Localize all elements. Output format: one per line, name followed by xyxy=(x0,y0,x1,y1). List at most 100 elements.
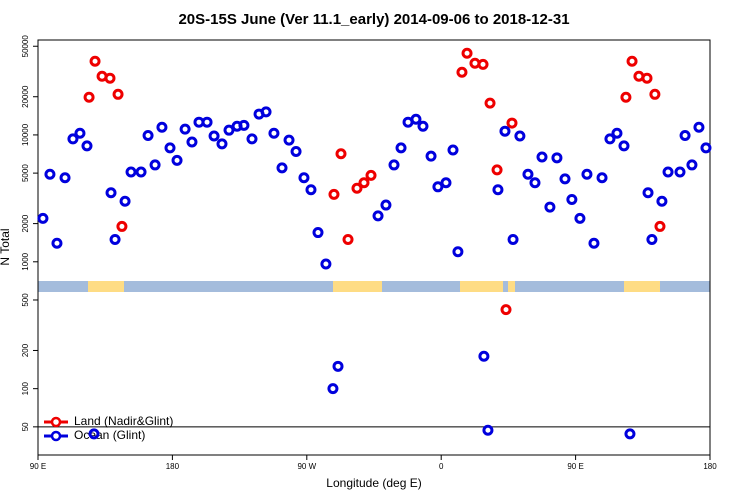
point xyxy=(208,130,220,142)
point xyxy=(305,184,317,196)
point xyxy=(171,154,183,166)
point xyxy=(395,142,407,154)
point xyxy=(83,91,95,103)
point xyxy=(654,220,666,232)
point xyxy=(662,166,674,178)
x-tick-label: 90 W xyxy=(297,462,316,471)
point xyxy=(507,233,519,245)
y-tick-label: 50 xyxy=(21,422,30,431)
point xyxy=(544,201,556,213)
point xyxy=(618,140,630,152)
point xyxy=(656,195,668,207)
point xyxy=(686,159,698,171)
point xyxy=(149,159,161,171)
point xyxy=(238,119,250,131)
point xyxy=(109,233,121,245)
y-tick-label: 1000 xyxy=(21,252,30,270)
point xyxy=(290,146,302,158)
point xyxy=(559,173,571,185)
point xyxy=(223,124,235,136)
y-tick-label: 100 xyxy=(21,381,30,395)
point xyxy=(201,116,213,128)
point xyxy=(112,88,124,100)
x-tick-label: 180 xyxy=(166,462,180,471)
point xyxy=(142,129,154,141)
y-axis-label: N Total xyxy=(0,228,12,265)
point xyxy=(674,166,686,178)
point xyxy=(581,168,593,180)
x-tick-label: 0 xyxy=(439,462,444,471)
point xyxy=(604,133,616,145)
point xyxy=(119,195,131,207)
legend-marker xyxy=(50,416,62,428)
point xyxy=(425,150,437,162)
point xyxy=(566,193,578,205)
land-band xyxy=(460,281,503,292)
point xyxy=(641,72,653,84)
point xyxy=(105,187,117,199)
point xyxy=(104,72,116,84)
y-tick-label: 5000 xyxy=(21,164,30,182)
point xyxy=(478,350,490,362)
point xyxy=(328,188,340,200)
point xyxy=(646,233,658,245)
x-axis-label: Longitude (deg E) xyxy=(326,476,421,490)
point xyxy=(332,360,344,372)
legend-marker xyxy=(50,430,62,442)
point xyxy=(522,168,534,180)
point xyxy=(276,162,288,174)
point xyxy=(246,133,258,145)
point xyxy=(179,123,191,135)
point xyxy=(216,138,228,150)
point xyxy=(588,237,600,249)
point xyxy=(125,166,137,178)
point xyxy=(551,152,563,164)
point xyxy=(477,58,489,70)
x-tick-label: 90 E xyxy=(30,462,46,471)
point xyxy=(620,91,632,103)
point xyxy=(81,140,93,152)
point xyxy=(135,166,147,178)
y-tick-label: 50000 xyxy=(21,35,30,58)
point xyxy=(358,177,370,189)
point xyxy=(164,142,176,154)
point xyxy=(447,144,459,156)
y-tick-label: 200 xyxy=(21,343,30,357)
point xyxy=(649,88,661,100)
point xyxy=(440,177,452,189)
y-tick-label: 500 xyxy=(21,293,30,307)
point xyxy=(452,246,464,258)
y-tick-label: 2000 xyxy=(21,214,30,232)
point xyxy=(626,55,638,67)
point xyxy=(417,120,429,132)
point xyxy=(514,130,526,142)
point xyxy=(298,172,310,184)
legend-label: Ocean (Glint) xyxy=(74,428,145,442)
point xyxy=(327,383,339,395)
point xyxy=(700,142,712,154)
point xyxy=(342,233,354,245)
point xyxy=(506,117,518,129)
point xyxy=(461,47,473,59)
point xyxy=(74,127,86,139)
point xyxy=(365,169,377,181)
plot-frame xyxy=(37,39,711,456)
point xyxy=(492,184,504,196)
point xyxy=(536,151,548,163)
point xyxy=(456,66,468,78)
point xyxy=(372,210,384,222)
point xyxy=(186,136,198,148)
point xyxy=(679,129,691,141)
point xyxy=(410,113,422,125)
point xyxy=(499,125,511,137)
point xyxy=(624,428,636,440)
point xyxy=(482,424,494,436)
point xyxy=(44,168,56,180)
x-tick-label: 90 E xyxy=(567,462,583,471)
legend-label: Land (Nadir&Glint) xyxy=(74,414,173,428)
point xyxy=(37,212,49,224)
point xyxy=(596,172,608,184)
point xyxy=(260,106,272,118)
surface-band xyxy=(38,281,710,292)
